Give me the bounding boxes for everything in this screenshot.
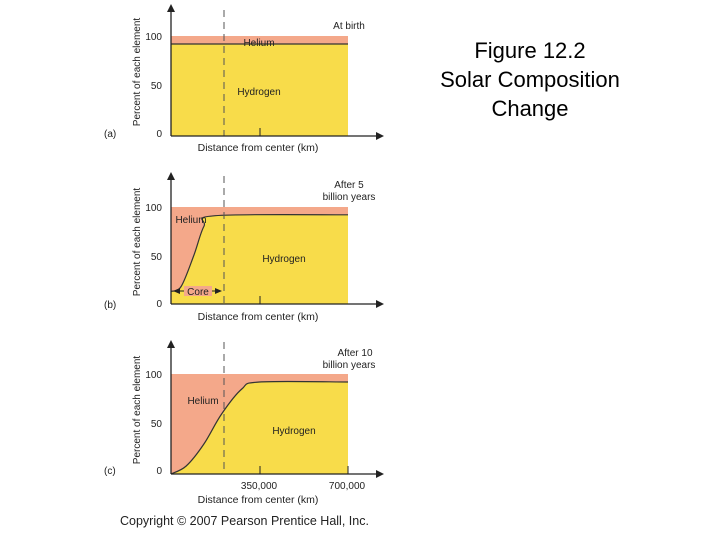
panel-b: Core 100 50 0 Percent of each element Di… xyxy=(104,172,384,323)
stage-label-line2-c: billion years xyxy=(323,360,376,371)
y-tick-0-a: 0 xyxy=(156,129,162,140)
y-axis-arrow-c xyxy=(167,340,175,348)
panel-label-a: (a) xyxy=(104,129,116,140)
core-label-bg-b xyxy=(184,286,212,296)
x-axis-label-a: Distance from center (km) xyxy=(198,142,319,154)
y-axis-arrow-b xyxy=(167,172,175,180)
y-tick-50-c: 50 xyxy=(151,419,163,430)
caption-line-2: Solar Composition xyxy=(440,67,620,92)
x-tick-label-700000-c: 700,000 xyxy=(329,481,366,492)
y-tick-50-a: 50 xyxy=(151,81,163,92)
x-axis-arrow-b xyxy=(376,300,384,308)
boundary-curve-b xyxy=(170,213,349,292)
stage-label-line2-b: billion years xyxy=(323,192,376,203)
x-axis-arrow-c xyxy=(376,470,384,478)
stage-label-line1-b: After 5 xyxy=(334,180,364,191)
caption-line-3: Change xyxy=(491,96,569,121)
core-arrow-left-b xyxy=(173,288,180,294)
caption-line-1: Figure 12.2 xyxy=(474,38,586,63)
y-tick-0-c: 0 xyxy=(156,466,162,477)
hydrogen-area-b xyxy=(171,214,348,304)
hydrogen-label-a: Hydrogen xyxy=(237,87,280,98)
panel-a: 100 50 0 Percent of each element Distanc… xyxy=(104,4,384,154)
y-axis-label-b: Percent of each element xyxy=(132,188,143,297)
y-tick-0-b: 0 xyxy=(156,299,162,310)
helium-label-a: Helium xyxy=(243,38,274,49)
helium-label-b: Helium xyxy=(175,215,206,226)
hydrogen-label-c: Hydrogen xyxy=(272,426,315,437)
y-tick-100-b: 100 xyxy=(145,203,162,214)
helium-label-c: Helium xyxy=(187,396,218,407)
y-axis-label-a: Percent of each element xyxy=(132,18,143,127)
hydrogen-label-b: Hydrogen xyxy=(262,254,305,265)
x-axis-label-b: Distance from center (km) xyxy=(198,311,319,323)
y-tick-100-a: 100 xyxy=(145,32,162,43)
core-label-b: Core xyxy=(187,287,209,298)
figure-caption: Figure 12.2 Solar Composition Change xyxy=(410,36,650,123)
y-tick-100-c: 100 xyxy=(145,370,162,381)
y-axis-label-c: Percent of each element xyxy=(132,356,143,465)
stage-label-a: At birth xyxy=(333,21,365,32)
core-arrow-right-b xyxy=(215,288,222,294)
x-tick-label-350000-c: 350,000 xyxy=(241,481,278,492)
copyright-notice: Copyright © 2007 Pearson Prentice Hall, … xyxy=(120,514,369,528)
boundary-curve-c xyxy=(170,380,349,475)
x-axis-arrow-a xyxy=(376,132,384,140)
stage-label-line1-c: After 10 xyxy=(337,348,372,359)
y-axis-arrow-a xyxy=(167,4,175,12)
panel-label-b: (b) xyxy=(104,300,116,311)
panel-label-c: (c) xyxy=(104,466,116,477)
hydrogen-area-c xyxy=(171,381,348,474)
x-axis-label-c: Distance from center (km) xyxy=(198,494,319,506)
y-tick-50-b: 50 xyxy=(151,252,163,263)
hydrogen-area-a xyxy=(171,44,348,136)
panel-c: 350,000 700,000 100 50 0 Percent of each… xyxy=(104,340,384,506)
